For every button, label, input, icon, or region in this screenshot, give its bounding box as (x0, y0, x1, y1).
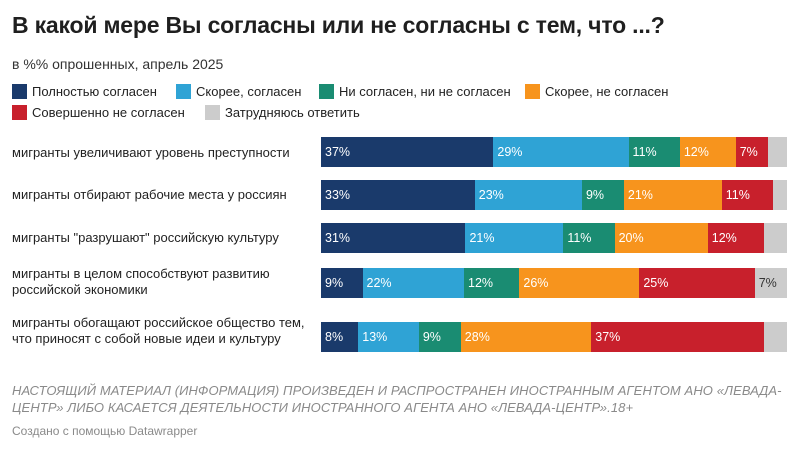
row-label-economy: мигранты в целом способствуют развитию р… (12, 266, 270, 297)
value-label: 8% (325, 330, 344, 344)
bar-segment-neutral (464, 268, 520, 298)
value-label: 11% (567, 231, 592, 245)
bar-segment-undecided (763, 223, 788, 253)
legend-label: Полностью согласен (32, 84, 157, 99)
bar-segment-rather-agree (493, 137, 629, 167)
bar-segment-rather-agree (362, 268, 465, 298)
stacked-bar-culture: 31% 21% 11% 20% 12% (321, 223, 788, 253)
value-label: 20% (618, 231, 644, 245)
value-label: 9% (325, 276, 344, 290)
value-label: 9% (585, 188, 605, 202)
bar-segment-rather-agree (358, 322, 420, 352)
value-label: 13% (362, 330, 388, 344)
row-label-culture: мигранты "разрушают" российскую культуру (12, 230, 279, 245)
bar-segment-neutral (563, 223, 615, 253)
bar-segment-fully-agree (321, 137, 494, 167)
legend-swatch (12, 105, 27, 120)
value-label: 23% (478, 188, 504, 202)
row-label-crime: мигранты увеличивают уровень преступност… (12, 145, 290, 160)
value-label: 26% (523, 276, 549, 290)
value-label: 28% (464, 330, 490, 344)
value-label: 12% (468, 276, 494, 290)
value-label: 31% (325, 231, 351, 245)
legend-swatch (12, 84, 27, 99)
legend-swatch (205, 105, 220, 120)
legend-swatch (319, 84, 334, 99)
value-label: 11% (632, 145, 657, 159)
stacked-bar-crime: 37% 29% 11% 12% 7% (321, 137, 788, 167)
bar-segment-rather-agree (474, 180, 583, 210)
bar-segment-fully-disagree (721, 180, 774, 210)
value-label: 21% (627, 188, 653, 202)
value-label: 37% (325, 145, 351, 159)
legend-item-rather-agree: Скорее, согласен (176, 84, 301, 99)
chart-title: В какой мере Вы согласны или не согласны… (12, 12, 665, 38)
chart-subtitle: в %% опрошенных, апрель 2025 (12, 56, 224, 72)
value-label: 33% (325, 188, 351, 202)
datawrapper-credit: Создано с помощью Datawrapper (12, 424, 198, 438)
bar-segment-fully-agree (321, 322, 359, 352)
value-label: 21% (469, 231, 495, 245)
value-label: 12% (711, 231, 737, 245)
value-label: 37% (595, 330, 621, 344)
bar-segment-fully-disagree (639, 268, 755, 298)
bar-segment-fully-agree (321, 223, 466, 253)
legend-item-undecided: Затрудняюсь ответить (205, 105, 360, 120)
bar-segment-neutral (418, 322, 462, 352)
stacked-bar-jobs: 33% 23% 9% 21% 11% (321, 180, 788, 210)
bar-segment-rather-disagree (623, 180, 723, 210)
legend-label: Затрудняюсь ответить (225, 105, 360, 120)
bar-segment-neutral (628, 137, 681, 167)
bar-segment-fully-disagree (707, 223, 764, 253)
value-label: 22% (366, 276, 392, 290)
legend-item-fully-agree: Полностью согласен (12, 84, 157, 99)
bar-segment-undecided (773, 180, 788, 210)
bar-segment-rather-disagree (679, 137, 737, 167)
bar-segment-neutral (581, 180, 625, 210)
bar-segment-rather-disagree (519, 268, 640, 298)
value-label: 9% (422, 330, 441, 344)
legend-item-fully-disagree: Совершенно не согласен (12, 105, 185, 120)
legend-swatch (525, 84, 540, 99)
legend-label: Ни согласен, ни не согласен (339, 84, 511, 99)
bar-segment-undecided (768, 137, 788, 167)
foreign-agent-disclaimer: НАСТОЯЩИЙ МАТЕРИАЛ (ИНФОРМАЦИЯ) ПРОИЗВЕД… (12, 383, 782, 415)
stacked-bar-economy: 9% 22% 12% 26% 25% 7% (321, 268, 788, 298)
value-label: 25% (643, 276, 669, 290)
value-label: 7% (739, 145, 758, 159)
legend-item-neutral: Ни согласен, ни не согласен (319, 84, 511, 99)
value-label: 12% (683, 145, 709, 159)
legend-swatch (176, 84, 191, 99)
legend-label: Скорее, согласен (196, 84, 302, 99)
legend-item-rather-disagree: Скорее, не согласен (525, 84, 668, 99)
bar-segment-fully-disagree (735, 137, 769, 167)
row-label-ideas: мигранты обогащают российское общество т… (12, 315, 305, 346)
bar-segment-rather-agree (465, 223, 564, 253)
legend-label: Совершенно не согласен (32, 105, 185, 120)
legend-label: Скорее, не согласен (545, 84, 669, 99)
stacked-bar-ideas: 8% 13% 9% 28% 37% (321, 322, 788, 352)
bar-segment-fully-agree (321, 180, 476, 210)
bar-segment-rather-disagree (460, 322, 592, 352)
value-label: 7% (758, 276, 777, 290)
row-label-jobs: мигранты отбирают рабочие места у россия… (12, 187, 287, 202)
value-label: 29% (497, 145, 523, 159)
bar-segment-fully-agree (321, 268, 363, 298)
bar-segment-fully-disagree (591, 322, 764, 352)
bar-segment-rather-disagree (614, 223, 709, 253)
bar-segment-undecided (754, 268, 788, 298)
value-label: 11% (725, 188, 750, 202)
bar-segment-undecided (763, 322, 788, 352)
